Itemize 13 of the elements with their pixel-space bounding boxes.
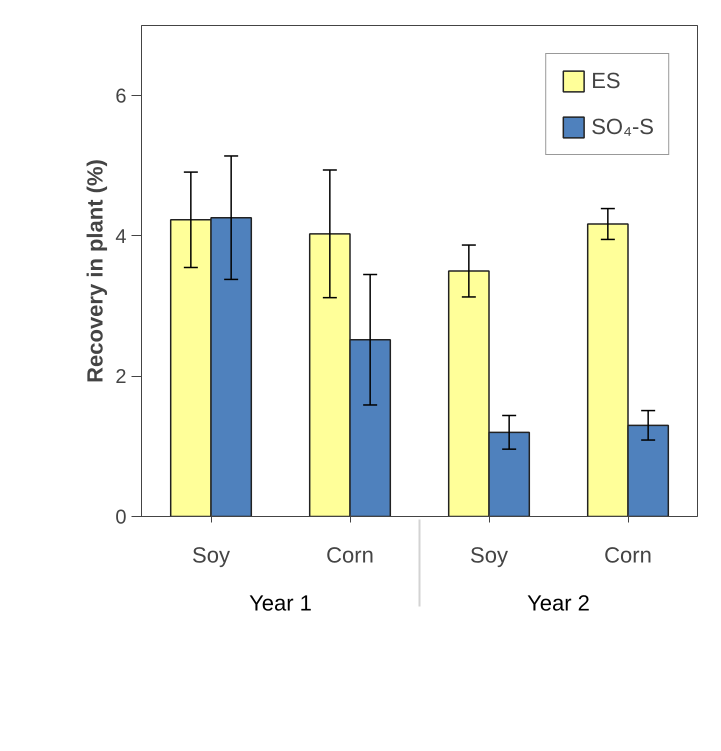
y-tick-label: 0: [115, 506, 126, 528]
x-tick-label: Corn: [604, 542, 652, 568]
x-tick-label: Soy: [470, 542, 508, 568]
legend-label: ES: [591, 68, 621, 94]
legend-label: SO₄-S: [591, 114, 654, 140]
text: Year 2: [527, 590, 590, 616]
y-tick-label: 2: [115, 366, 126, 388]
y-tick-label: 6: [115, 86, 126, 108]
text: Year 1: [249, 590, 312, 616]
y-tick-label: 4: [115, 226, 126, 248]
x-tick-label: Soy: [192, 542, 230, 568]
x-tick-label: Corn: [326, 542, 374, 568]
y-axis-title: Recovery in plant (%): [82, 159, 108, 383]
